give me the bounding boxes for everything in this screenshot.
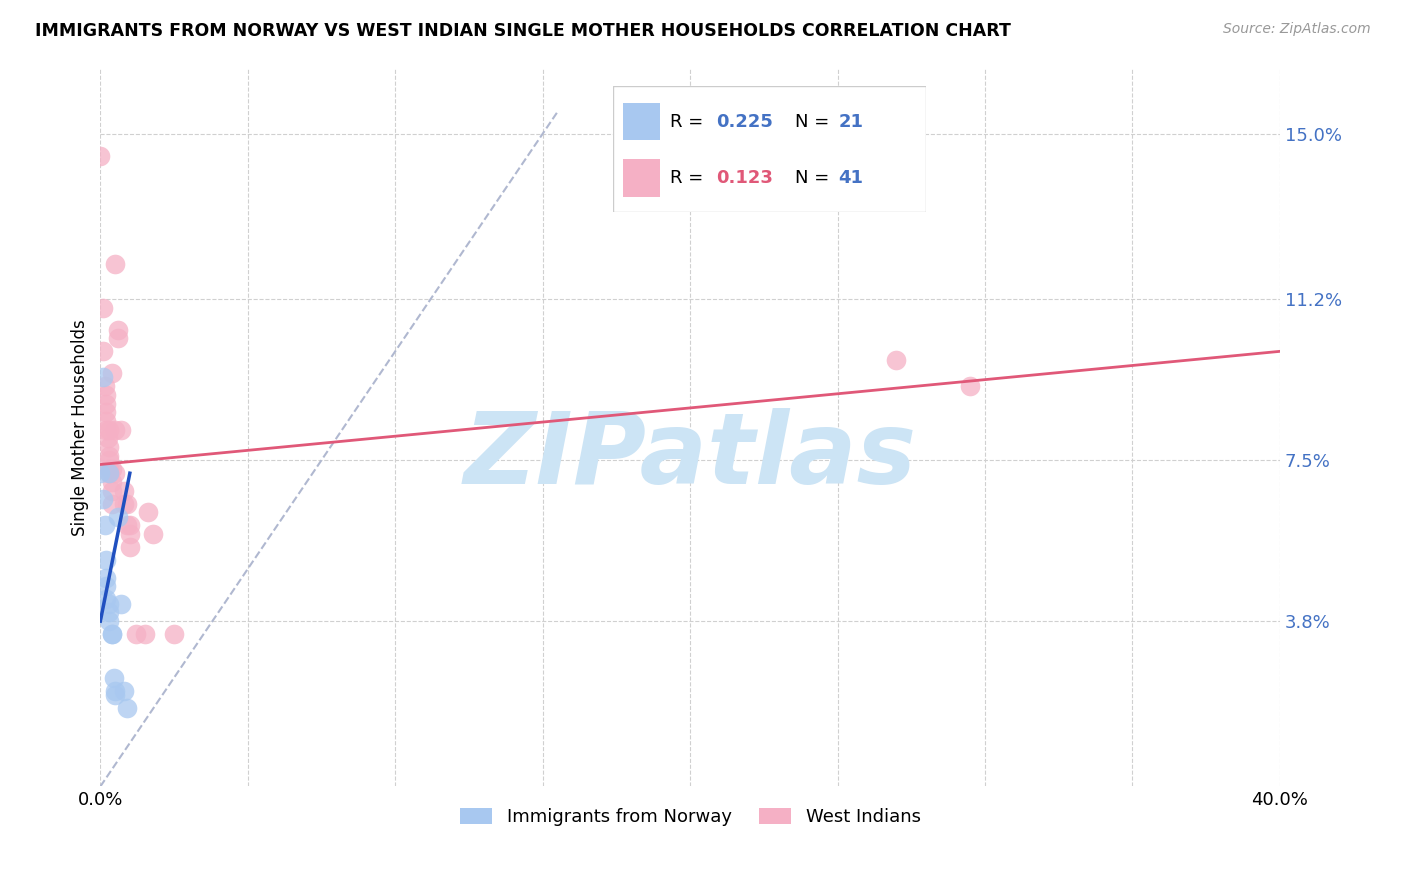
Point [101,462,124,476]
Text: ZIPatlas: ZIPatlas [464,408,917,505]
Legend: Immigrants from Norway, West Indians: Immigrants from Norway, West Indians [450,798,929,835]
Point [959,379,981,393]
Point [91,370,114,384]
Point [96,592,118,607]
Point [134,627,156,641]
Point [104,688,127,702]
Point [107,509,129,524]
Point [98,614,121,628]
Point [101,483,124,498]
Text: IMMIGRANTS FROM NORWAY VS WEST INDIAN SINGLE MOTHER HOUSEHOLDS CORRELATION CHART: IMMIGRANTS FROM NORWAY VS WEST INDIAN SI… [35,22,1011,40]
Point [107,323,129,337]
Point [125,627,148,641]
Point [104,683,127,698]
Point [96,414,118,428]
Point [886,353,908,368]
Y-axis label: Single Mother Households: Single Mother Households [72,319,89,536]
Point [96,571,118,585]
Point [118,518,141,533]
Point [96,553,118,567]
Point [94,379,117,393]
Point [96,423,118,437]
Point [118,540,141,554]
Text: Source: ZipAtlas.com: Source: ZipAtlas.com [1223,22,1371,37]
Point [97,431,120,445]
Point [136,505,159,519]
Point [112,483,135,498]
Point [115,518,138,533]
Point [103,671,125,685]
Point [101,627,124,641]
Point [98,453,121,467]
Point [94,518,117,533]
Point [91,301,114,315]
Point [107,331,129,345]
Point [101,475,124,489]
Point [101,627,124,641]
Point [96,396,118,410]
Point [101,366,124,380]
Point [91,492,114,507]
Point [115,701,138,715]
Point [112,497,135,511]
Point [110,423,132,437]
Point [98,466,121,480]
Point [98,423,121,437]
Point [89,466,111,480]
Point [101,497,124,511]
Point [110,597,132,611]
Point [104,423,127,437]
Point [98,462,121,476]
Point [104,466,127,480]
Point [91,344,114,359]
Point [98,466,121,480]
Point [96,388,118,402]
Point [118,527,141,541]
Point [98,440,121,454]
Point [98,449,121,463]
Point [98,597,121,611]
Point [115,497,138,511]
Point [89,148,111,162]
Point [163,627,186,641]
Point [98,606,121,620]
Point [96,405,118,419]
Point [112,683,135,698]
Point [104,257,127,271]
Point [142,527,165,541]
Point [96,579,118,593]
